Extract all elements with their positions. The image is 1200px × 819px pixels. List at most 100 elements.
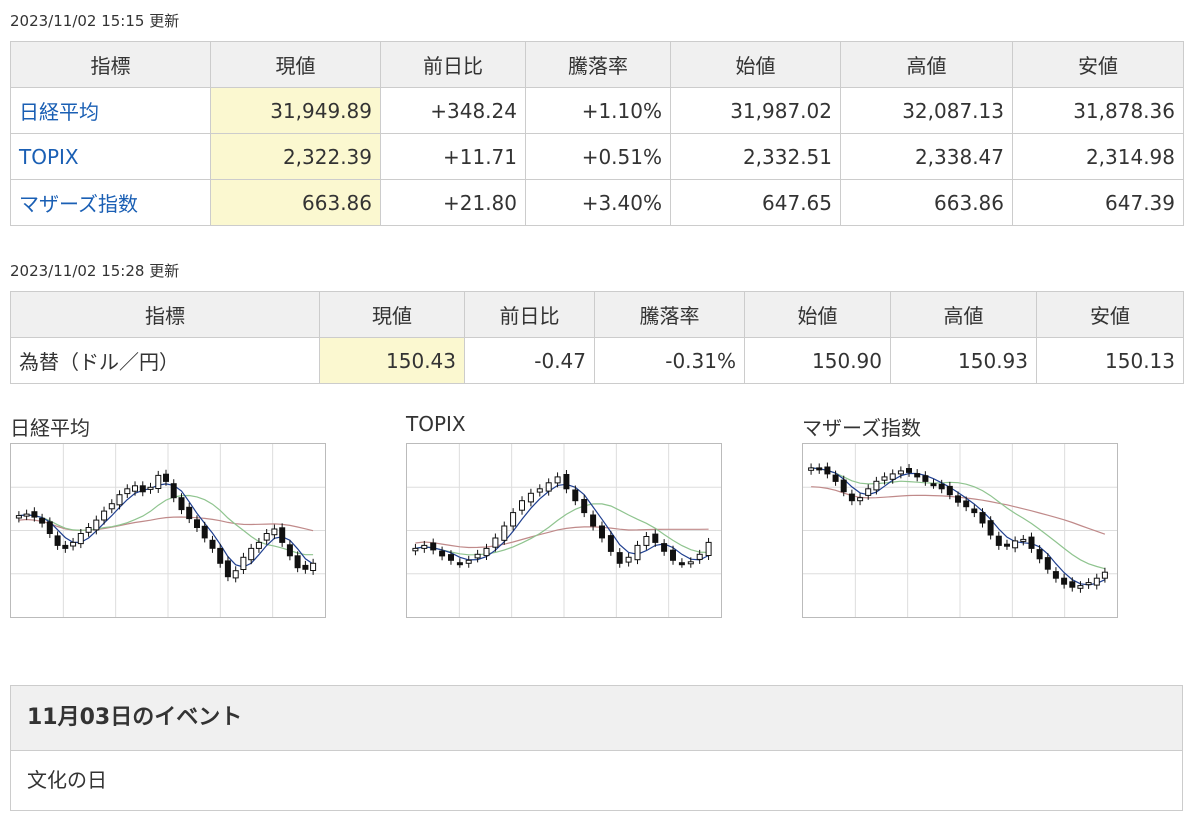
- chart-title-nikkei: 日経平均: [10, 416, 90, 440]
- candle-body: [914, 473, 921, 478]
- candle-body: [1052, 571, 1059, 579]
- candle-body: [881, 476, 888, 481]
- col-header: 始値: [744, 291, 891, 338]
- low-value: 150.13: [1036, 337, 1184, 384]
- candle-body: [456, 562, 463, 566]
- candle-body: [263, 533, 270, 541]
- candle-body: [678, 562, 685, 566]
- change-value: +21.80: [380, 179, 526, 226]
- candle-body: [108, 503, 115, 510]
- candle-body: [232, 570, 239, 579]
- candle-body: [139, 485, 146, 493]
- candle-body: [483, 547, 490, 557]
- candle-body: [824, 466, 831, 475]
- candlestick-chart-icon: [11, 444, 325, 617]
- candle-body: [599, 525, 605, 539]
- candle-body: [492, 537, 499, 548]
- fx-name: 為替（ドル／円）: [10, 337, 320, 384]
- candle-body: [465, 559, 472, 564]
- candle-body: [70, 541, 77, 547]
- nikkei-link[interactable]: 日経平均: [19, 100, 99, 124]
- mothers-link[interactable]: マザーズ指数: [19, 192, 138, 216]
- candle-body: [147, 486, 154, 490]
- candle-body: [286, 544, 293, 557]
- low-value: 2,314.98: [1012, 133, 1184, 180]
- current-value: 2,322.39: [210, 133, 381, 180]
- candle-body: [1093, 577, 1100, 586]
- candle-body: [412, 547, 419, 552]
- candle-body: [554, 476, 561, 484]
- low-value: 31,878.36: [1012, 87, 1184, 134]
- candle-body: [178, 497, 185, 511]
- candle-body: [995, 535, 1002, 546]
- table-row-nikkei: 日経平均 31,949.89 +348.24 +1.10% 31,987.02 …: [10, 87, 1184, 134]
- candle-body: [930, 483, 937, 487]
- high-value: 32,087.13: [840, 87, 1013, 134]
- candle-body: [248, 547, 255, 561]
- candle-body: [536, 488, 543, 493]
- candle-body: [705, 541, 712, 557]
- moving-average-line: [811, 467, 1106, 570]
- chart-nikkei[interactable]: [10, 443, 326, 618]
- candle-body: [563, 474, 570, 490]
- candle-body: [897, 470, 904, 475]
- candle-body: [1077, 585, 1084, 589]
- candle-body: [670, 549, 676, 561]
- open-value: 647.65: [670, 179, 841, 226]
- col-header: 前日比: [380, 41, 526, 88]
- rate-value: +1.10%: [525, 87, 671, 134]
- chart-topix[interactable]: [406, 443, 722, 618]
- candle-body: [971, 508, 978, 514]
- current-value: 663.86: [210, 179, 381, 226]
- current-value: 31,949.89: [210, 87, 381, 134]
- col-header: 安値: [1036, 291, 1184, 338]
- candle-body: [1036, 549, 1043, 560]
- moving-average-line: [18, 494, 314, 556]
- table-header-row: 指標 現値 前日比 騰落率 始値 高値 安値: [10, 41, 1184, 88]
- index-table: 指標 現値 前日比 騰落率 始値 高値 安値 日経平均 31,949.89 +3…: [10, 41, 1184, 226]
- candle-body: [687, 561, 694, 565]
- candle-body: [527, 492, 534, 503]
- moving-average-line: [415, 503, 709, 556]
- candle-body: [15, 515, 22, 519]
- candle-body: [170, 483, 177, 499]
- change-value: +348.24: [380, 87, 526, 134]
- candle-body: [163, 473, 169, 482]
- candle-body: [808, 467, 815, 471]
- candle-body: [294, 555, 301, 569]
- candle-body: [955, 495, 961, 503]
- candle-body: [661, 543, 668, 552]
- candle-body: [101, 510, 108, 521]
- moving-average-line: [415, 526, 709, 549]
- col-header: 騰落率: [594, 291, 745, 338]
- table-row-mothers: マザーズ指数 663.86 +21.80 +3.40% 647.65 663.8…: [10, 179, 1184, 226]
- candle-body: [255, 541, 262, 549]
- candle-body: [519, 500, 525, 511]
- moving-average-line: [415, 483, 709, 561]
- candle-body: [1044, 557, 1051, 570]
- change-value: -0.47: [464, 337, 595, 384]
- chart-mothers[interactable]: [802, 443, 1118, 618]
- candle-body: [201, 525, 208, 539]
- candle-body: [581, 499, 588, 514]
- candle-body: [1004, 543, 1010, 547]
- open-value: 31,987.02: [670, 87, 841, 134]
- candle-body: [186, 506, 193, 520]
- candle-body: [39, 517, 46, 524]
- candle-body: [310, 562, 317, 572]
- topix-link[interactable]: TOPIX: [19, 144, 79, 169]
- candle-body: [865, 488, 872, 496]
- candle-body: [963, 500, 970, 508]
- candle-body: [643, 536, 650, 546]
- candle-body: [840, 479, 847, 493]
- table-row-fx: 為替（ドル／円） 150.43 -0.47 -0.31% 150.90 150.…: [10, 337, 1184, 384]
- candle-body: [439, 550, 446, 557]
- fx-table: 指標 現値 前日比 騰落率 始値 高値 安値 為替（ドル／円） 150.43 -…: [10, 291, 1184, 384]
- event-title: 11月03日のイベント: [11, 686, 1182, 751]
- candle-body: [85, 527, 92, 533]
- high-value: 2,338.47: [840, 133, 1013, 180]
- candle-body: [132, 485, 138, 492]
- candle-body: [889, 473, 896, 480]
- candle-body: [848, 493, 855, 502]
- candle-body: [116, 494, 123, 506]
